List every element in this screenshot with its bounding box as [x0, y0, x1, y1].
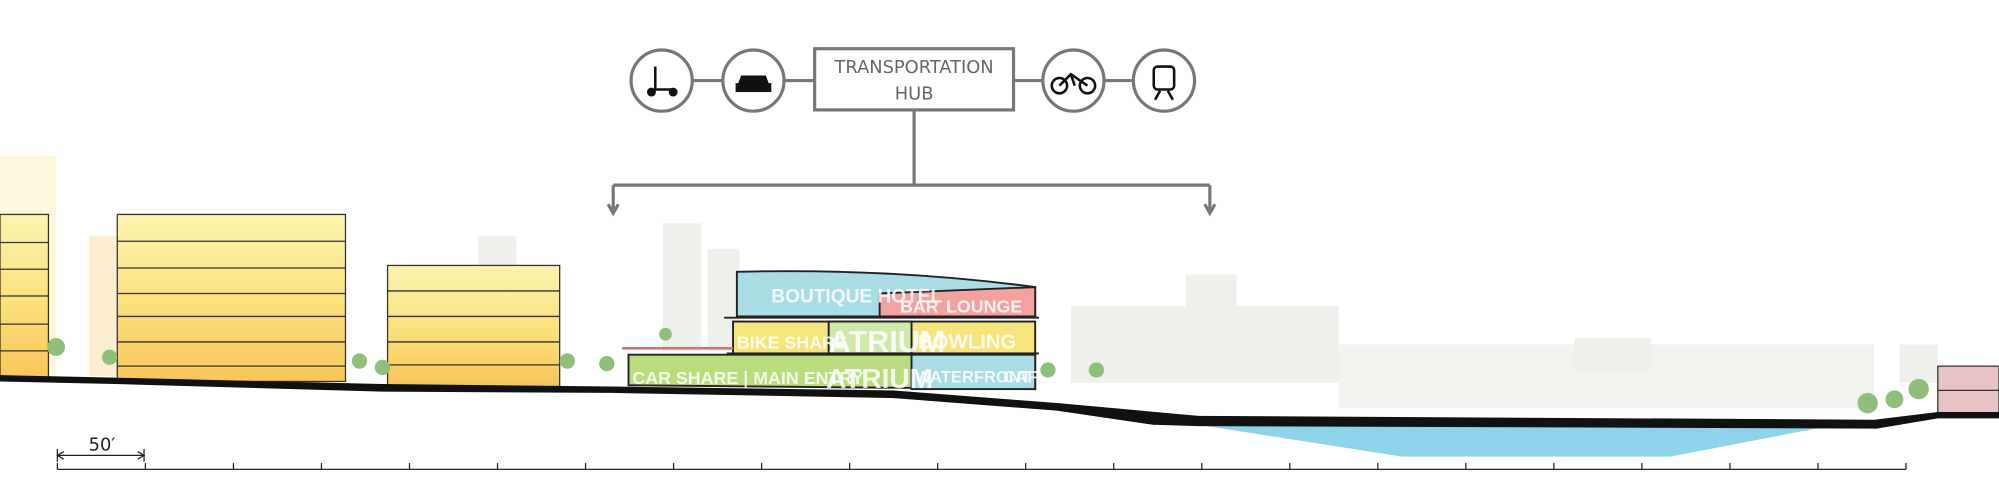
water: [1198, 424, 1836, 457]
program-label: LOUNGE: [946, 297, 1022, 317]
ground-line: [0, 375, 1999, 429]
scale-bar: [56, 449, 1906, 471]
program-label: BAR: [900, 297, 939, 317]
trees: [47, 327, 1929, 414]
program-label: CAR SHARE | MAIN ENTRY: [632, 368, 863, 388]
ruler-ticks: [56, 463, 1907, 470]
buildings: [0, 213, 1999, 417]
icon-glyphs: [646, 65, 1176, 101]
hub-program-labels: BOUTIQUE HOTEL BAR LOUNGE BIKE SHARE ATR…: [632, 286, 1048, 393]
program-label: BOWLING: [918, 331, 1016, 353]
program-label: CAFE: [1003, 368, 1048, 387]
program-label: BIKE SHARE: [737, 332, 847, 352]
program-label: BOUTIQUE HOTEL: [771, 286, 942, 307]
transport-connectors: [606, 78, 1217, 217]
hub-label: TRANSPORTATION: [834, 57, 994, 78]
steps: [1058, 403, 1199, 425]
program-label: ATRIUM: [826, 363, 933, 394]
scale-label: 50′: [89, 434, 116, 455]
transport-icons: [629, 47, 1197, 113]
hub-building: [622, 270, 1040, 391]
program-label: ATRIUM: [829, 325, 946, 359]
hub-label: HUB: [895, 84, 934, 105]
program-label: WATERFRONT: [915, 368, 1031, 387]
